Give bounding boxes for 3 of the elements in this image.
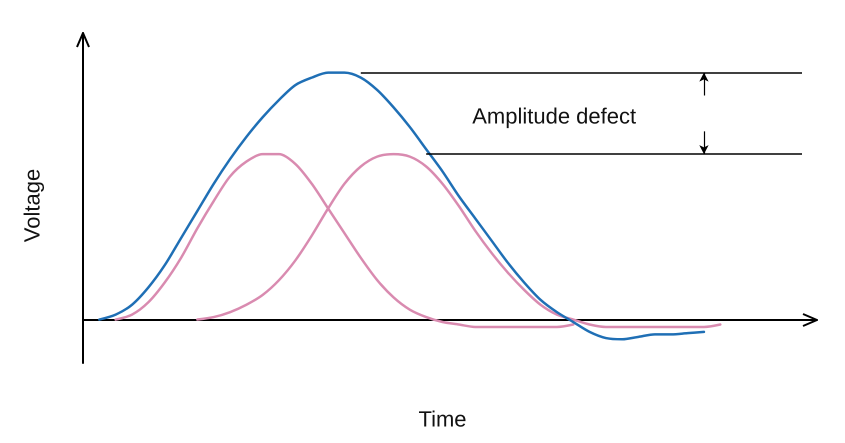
x-axis-title: Time [418, 406, 467, 432]
annotation: Amplitude defect [472, 104, 636, 128]
y-axis-title: Voltage [20, 168, 44, 242]
